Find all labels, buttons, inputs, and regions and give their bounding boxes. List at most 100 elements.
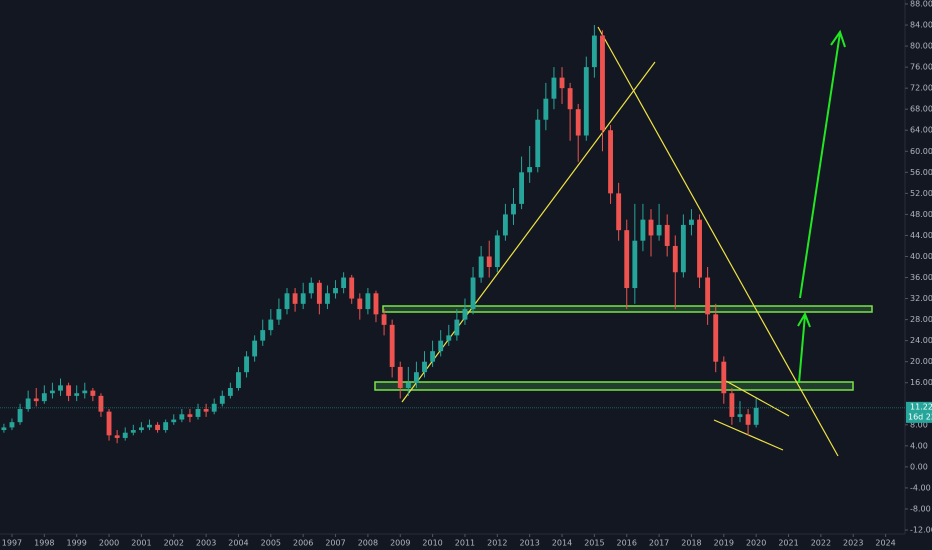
x-tick-label: 2022 [811, 539, 831, 548]
candle-body [316, 282, 322, 304]
x-tick-label: 2023 [843, 539, 863, 548]
candle-body [559, 77, 565, 89]
candle-body [583, 67, 589, 136]
y-tick-label: 4.00 [910, 441, 928, 450]
y-tick-label: 8.00 [910, 420, 928, 429]
y-tick-label: 84.00 [910, 21, 932, 30]
candle-body [494, 235, 500, 267]
last-price-label: 11.22 [910, 402, 932, 411]
candle-body [171, 419, 177, 423]
candle-body [413, 372, 419, 383]
candle-body [567, 88, 573, 110]
candle-body [130, 430, 136, 433]
candle-body [664, 224, 670, 246]
x-tick-label: 1999 [67, 539, 87, 548]
candle-body [381, 314, 387, 325]
channel-line [725, 380, 790, 417]
candle-body [58, 385, 63, 391]
y-tick-label: 72.00 [910, 84, 932, 93]
candle-body [179, 414, 185, 420]
y-tick-label: 44.00 [910, 231, 932, 240]
candle-body [1, 427, 7, 431]
candle-body [227, 387, 233, 396]
last-price-box [906, 401, 932, 423]
x-tick-label: 2017 [649, 539, 669, 548]
candle-body [575, 109, 581, 136]
candle-body [260, 330, 266, 341]
x-tick-label: 2021 [778, 539, 798, 548]
candle-body [9, 422, 15, 428]
x-tick-label: 2020 [746, 539, 766, 548]
x-tick-label: 2014 [552, 539, 572, 548]
candle-body [333, 288, 338, 294]
candle-body [519, 172, 525, 204]
candle-body [705, 277, 711, 315]
y-tick-label: 36.00 [910, 273, 932, 282]
drawings [374, 26, 873, 457]
y-tick-label: 16.00 [910, 378, 932, 387]
candle-body [195, 409, 201, 417]
candle-body [397, 366, 403, 388]
candle-body [82, 390, 88, 394]
candle-body [365, 293, 371, 310]
candle-body [527, 167, 533, 173]
candle-body [244, 356, 249, 373]
candle-body [25, 398, 31, 410]
y-tick-label: 76.00 [910, 63, 932, 72]
candle-body [163, 422, 169, 431]
candle-body [608, 130, 613, 194]
candle-body [672, 245, 678, 273]
x-tick-label: 2013 [519, 539, 539, 548]
arrow [799, 29, 846, 299]
y-tick-label: 24.00 [910, 336, 932, 345]
candle-body [276, 309, 282, 320]
x-tick-label: 2011 [455, 539, 475, 548]
candle-body [252, 340, 258, 357]
y-tick-label: 88.00 [910, 0, 932, 9]
y-tick-label: -12.00 [910, 526, 932, 535]
candle-body [721, 361, 727, 394]
candle-body [737, 414, 743, 417]
candle-body [405, 382, 411, 388]
candle-body [729, 393, 735, 417]
candle-body [219, 395, 225, 404]
candle-body [454, 319, 460, 336]
candle-body [697, 219, 702, 278]
candle-body [41, 393, 47, 402]
candle-body [753, 407, 759, 425]
x-tick-label: 2001 [131, 539, 151, 548]
y-tick-label: 52.00 [910, 189, 932, 198]
y-tick-label: 40.00 [910, 252, 932, 261]
resistance-zone [382, 305, 873, 313]
candle-body [486, 256, 492, 267]
candle-body [98, 395, 104, 412]
y-tick-label: 68.00 [910, 105, 932, 114]
candle-body [422, 361, 427, 373]
candle-body [90, 390, 96, 396]
candle-body [106, 411, 112, 436]
candle-body [17, 409, 23, 423]
candle-body [122, 432, 128, 438]
candle-body [147, 424, 152, 428]
arrow [797, 311, 811, 384]
candle-body [268, 319, 274, 331]
y-tick-label: 64.00 [910, 126, 932, 135]
x-tick-label: 2010 [422, 539, 442, 548]
x-tick-label: 2006 [293, 539, 313, 548]
candle-body [745, 414, 751, 425]
candle-body [430, 351, 436, 362]
x-tick-label: 2004 [228, 539, 248, 548]
candle-body [543, 98, 549, 120]
candle-body [357, 298, 363, 310]
y-tick-label: 28.00 [910, 315, 932, 324]
y-tick-label: 0.00 [910, 462, 928, 471]
candle-body [624, 230, 630, 289]
x-tick-label: 2005 [261, 539, 281, 548]
candle-body [284, 293, 290, 310]
x-tick-label: 2003 [196, 539, 216, 548]
candle-body [308, 282, 314, 294]
y-tick-label: 80.00 [910, 42, 932, 51]
candle-body [236, 372, 241, 388]
y-tick-label: 56.00 [910, 168, 932, 177]
